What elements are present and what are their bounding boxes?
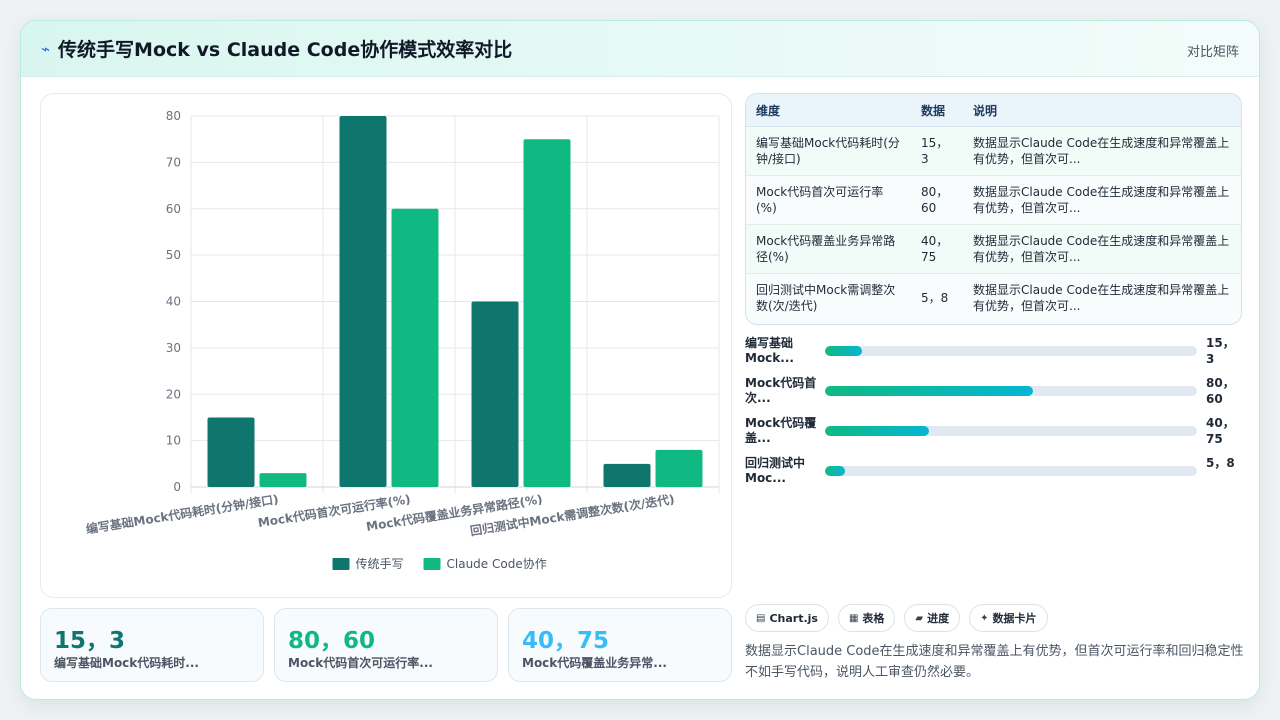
y-tick-label: 50: [166, 248, 181, 262]
stat-label: 编写基础Mock代码耗时...: [54, 656, 199, 670]
bar: [259, 473, 307, 487]
progress-row: 编写基础Mock... 15，3: [745, 335, 1240, 375]
y-tick-label: 40: [166, 295, 181, 309]
tag-label: 表格: [862, 612, 885, 625]
chart-panel: 0 10 20 30 40 50 60 70 80 编写基础Mock代码耗时(分钟/接口) Mock…: [40, 93, 732, 598]
progress-icon: ▰: [915, 612, 924, 624]
progress-track: [825, 386, 1197, 396]
table-row: 编写基础Mock代码耗时(分钟/接口) 15，3 数据显示Claude Code…: [746, 126, 1241, 176]
progress-value: 15，3: [1206, 336, 1235, 366]
bar-chart: 01020304050607080编写基础Mock代码耗时(分钟/接口)Mock…: [84, 109, 720, 571]
stat-value: 40，75: [522, 628, 610, 654]
progress-value: 40，75: [1206, 416, 1235, 446]
progress-label: 编写基础Mock...: [745, 336, 794, 365]
progress-fill: [825, 426, 930, 436]
legend-label: 传统手写: [356, 556, 404, 571]
th-description: 说明: [963, 94, 1241, 127]
bar: [523, 139, 571, 487]
stat-card: 80，60 Mock代码首次可运行率...: [274, 608, 498, 682]
bar: [207, 417, 255, 487]
table-row: 回归测试中Mock需调整次数(次/迭代) 5，8 数据显示Claude Code…: [746, 273, 1241, 322]
matrix-label: 对比矩阵: [1186, 45, 1239, 60]
progress-label: 回归测试中Moc...: [745, 456, 806, 485]
y-tick-label: 80: [166, 109, 181, 123]
table-icon: ▦: [848, 612, 859, 624]
table-row: Mock代码首次可运行率(%) 80，60 数据显示Claude Code在生成…: [746, 175, 1241, 225]
title-wrap: ⌁ 传统手写Mock vs Claude Code协作模式效率对比: [41, 35, 512, 62]
cell-dimension: Mock代码覆盖业务异常路径(%): [746, 224, 911, 274]
progress-row: Mock代码覆盖... 40，75: [745, 415, 1240, 455]
cell-data: 15，3: [911, 126, 963, 176]
progress-label: Mock代码首次...: [745, 376, 817, 405]
cell-description: 数据显示Claude Code在生成速度和异常覆盖上有优势，但首次可...: [963, 175, 1241, 225]
table-header-row: 维度 数据 说明: [746, 94, 1241, 127]
progress-value: 5，8: [1206, 456, 1235, 470]
tag-table[interactable]: ▦ 表格: [837, 604, 896, 632]
progress-fill: [825, 466, 846, 476]
y-tick-label: 70: [166, 155, 181, 169]
stat-label: Mock代码覆盖业务异常...: [522, 656, 667, 670]
y-tick-label: 0: [173, 480, 181, 494]
cell-dimension: Mock代码首次可运行率(%): [746, 175, 911, 225]
progress-track: [825, 426, 1197, 436]
bar: [339, 116, 387, 487]
bar: [655, 449, 703, 487]
y-tick-label: 20: [166, 387, 181, 401]
chart-icon: ▤: [756, 612, 766, 624]
tag-list: ▤ Chart.js ▦ 表格 ▰ 进度 ✦ 数据卡片: [745, 604, 1057, 632]
y-tick-label: 60: [166, 202, 181, 216]
summary-note: 数据显示Claude Code在生成速度和异常覆盖上有优势，但首次可运行率和回归…: [745, 644, 1244, 680]
tag-chartjs[interactable]: ▤ Chart.js: [745, 604, 829, 632]
progress-fill: [825, 346, 863, 356]
stat-card: 15，3 编写基础Mock代码耗时...: [40, 608, 264, 682]
data-table-wrap: 维度 数据 说明 编写基础Mock代码耗时(分钟/接口) 15，3 数据显示Cl…: [745, 93, 1242, 325]
stat-label: Mock代码首次可运行率...: [288, 656, 433, 670]
tag-progress[interactable]: ▰ 进度: [904, 604, 961, 632]
bolt-icon: ⌁: [41, 39, 51, 58]
data-table: 维度 数据 说明 编写基础Mock代码耗时(分钟/接口) 15，3 数据显示Cl…: [746, 94, 1241, 322]
stat-value: 80，60: [288, 628, 376, 654]
cell-description: 数据显示Claude Code在生成速度和异常覆盖上有优势，但首次可...: [963, 224, 1241, 274]
tag-label: 进度: [927, 612, 950, 625]
legend-label: Claude Code协作: [447, 556, 547, 571]
cell-dimension: 回归测试中Mock需调整次数(次/迭代): [746, 273, 911, 322]
y-tick-label: 10: [166, 434, 181, 448]
progress-value: 80，60: [1206, 376, 1235, 406]
legend-swatch: [423, 558, 441, 570]
header: ⌁ 传统手写Mock vs Claude Code协作模式效率对比 对比矩阵: [21, 21, 1259, 77]
tag-data-card[interactable]: ✦ 数据卡片: [969, 604, 1048, 632]
dashboard-card: ⌁ 传统手写Mock vs Claude Code协作模式效率对比 对比矩阵 0…: [20, 20, 1260, 700]
progress-track: [825, 346, 1197, 356]
stat-card: 40，75 Mock代码覆盖业务异常...: [508, 608, 732, 682]
x-tick-label: 编写基础Mock代码耗时(分钟/接口): [84, 491, 280, 536]
tag-label: Chart.js: [769, 611, 818, 625]
cell-data: 80，60: [911, 175, 963, 225]
cell-data: 5，8: [911, 273, 963, 322]
page-title: 传统手写Mock vs Claude Code协作模式效率对比: [58, 39, 513, 61]
stat-value: 15，3: [54, 628, 126, 654]
legend-swatch: [332, 558, 350, 570]
cell-dimension: 编写基础Mock代码耗时(分钟/接口): [746, 126, 911, 176]
progress-track: [825, 466, 1197, 476]
bar: [603, 463, 651, 487]
y-tick-label: 30: [166, 341, 181, 355]
bar: [471, 301, 519, 487]
th-data: 数据: [911, 94, 963, 127]
cell-description: 数据显示Claude Code在生成速度和异常覆盖上有优势，但首次可...: [963, 126, 1241, 176]
progress-list: 编写基础Mock... 15，3 Mock代码首次... 80，60 Mock代…: [745, 335, 1240, 495]
progress-row: 回归测试中Moc... 5，8: [745, 455, 1240, 495]
progress-fill: [825, 386, 1034, 396]
tag-label: 数据卡片: [992, 612, 1037, 625]
th-dimension: 维度: [746, 94, 911, 127]
sparkle-icon: ✦: [980, 612, 989, 624]
bar: [391, 208, 439, 487]
cell-data: 40，75: [911, 224, 963, 274]
table-row: Mock代码覆盖业务异常路径(%) 40，75 数据显示Claude Code在…: [746, 224, 1241, 274]
cell-description: 数据显示Claude Code在生成速度和异常覆盖上有优势，但首次可...: [963, 273, 1241, 322]
progress-label: Mock代码覆盖...: [745, 416, 817, 445]
progress-row: Mock代码首次... 80，60: [745, 375, 1240, 415]
